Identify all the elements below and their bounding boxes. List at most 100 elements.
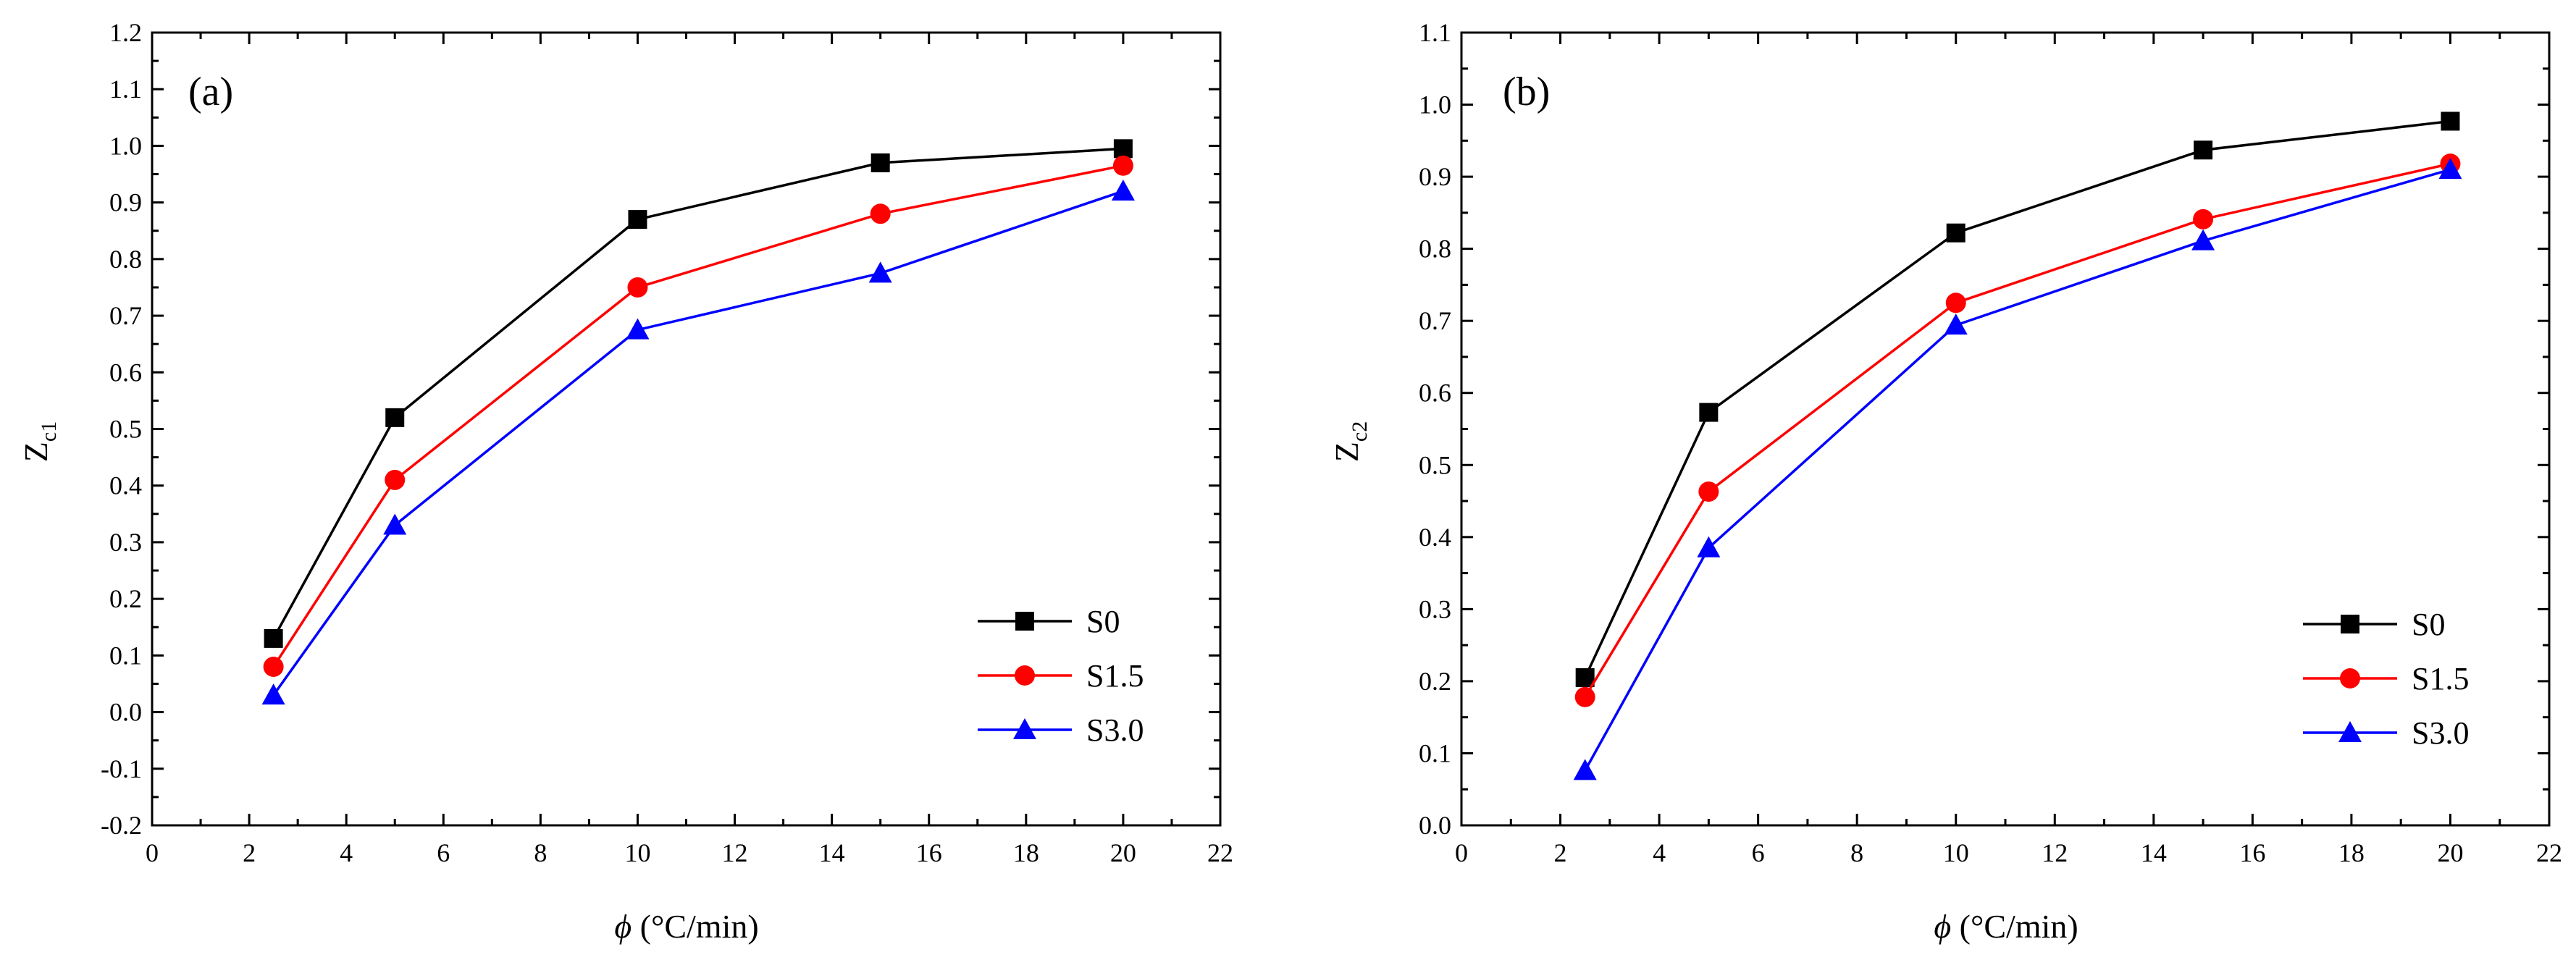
chart-b-data-point-s3-0 (1944, 313, 1968, 335)
chart-b-legend-label: S3.0 (2412, 715, 2469, 751)
chart-a-data-point-s3-0 (868, 261, 892, 283)
chart-b-y-tick-label: 0.0 (1419, 811, 1451, 840)
chart-b-data-point-s3-0 (1697, 536, 1721, 557)
chart-a-x-tick-label: 18 (1013, 838, 1039, 867)
chart-b-x-tick-label: 0 (1455, 838, 1468, 867)
chart-b-y-tick-label: 0.2 (1419, 667, 1451, 696)
chart-b-data-point-s3-0 (2191, 229, 2215, 250)
chart-b-legend-marker (2341, 615, 2359, 633)
chart-b-panel-label: (b) (1503, 70, 1550, 114)
chart-a-data-point-s3-0 (626, 318, 650, 340)
chart-a-y-tick-label: 1.0 (109, 131, 142, 160)
chart-a-y-tick-label: 0.0 (109, 698, 142, 727)
chart-b-x-axis-symbol: ϕ (1934, 908, 1951, 945)
chart-a-legend-label: S3.0 (1086, 712, 1144, 748)
chart-a-y-tick-label: 0.7 (109, 301, 142, 330)
chart-a-data-point-s1-5 (1112, 155, 1133, 176)
chart-b-legend-marker (2338, 721, 2362, 742)
chart-a-data-point-s1-5 (263, 657, 284, 677)
chart-b-data-point-s1-5 (1945, 292, 1966, 313)
chart-b: 0 2 4 6 8 10 12 14 16 18 20 22 0.0 0.1 0.2 0.3 0.4 0.5 0.6… (1328, 18, 2562, 945)
chart-a-legend-label: S1.5 (1086, 658, 1144, 694)
chart-a-y-axis-main: Z (17, 442, 54, 462)
chart-b-legend-label: S1.5 (2412, 661, 2469, 696)
chart-a-y-tick-label: 0.3 (109, 528, 142, 557)
chart-a-legend-label: S0 (1086, 604, 1120, 639)
chart-a-x-tick-label: 20 (1110, 838, 1136, 867)
chart-b-data-point-s3-0 (2438, 158, 2462, 180)
chart-a-x-tick-label: 0 (146, 838, 159, 867)
chart-a-y-tick-label: 0.2 (109, 584, 142, 613)
chart-b-data-point-s1-5 (1698, 481, 1719, 502)
chart-b-y-tick-label: 0.3 (1419, 594, 1451, 623)
chart-a-y-tick-label: -0.2 (101, 811, 142, 840)
chart-a-x-tick-label: 2 (243, 838, 256, 867)
chart-b-x-tick-label: 12 (2042, 838, 2068, 867)
chart-a-series-line-s0 (272, 147, 1124, 639)
chart-b-y-tick-label: 0.5 (1419, 450, 1451, 479)
chart-b-x-tick-label: 18 (2338, 838, 2365, 867)
chart-b-series-line-s0 (1584, 119, 2451, 678)
chart-b-plot-frame (1460, 31, 2551, 827)
chart-a-x-tick-label: 8 (534, 838, 547, 867)
chart-a-data-point-s0 (264, 628, 283, 648)
chart-a: 0 2 4 6 8 10 12 14 16 18 20 22 -0.2 -0.1 0.0 0.1 0.2 0.3 0… (17, 18, 1233, 945)
chart-b-legend-marker (2340, 668, 2360, 689)
chart-a-legend-marker (1015, 612, 1034, 631)
chart-b-x-tick-label: 2 (1554, 838, 1567, 867)
chart-b-data-point-s1-5 (2193, 209, 2214, 230)
chart-a-data-point-s3-0 (1111, 180, 1135, 201)
chart-b-y-tick-label: 0.1 (1419, 738, 1451, 767)
chart-a-y-tick-label: 1.1 (109, 75, 142, 104)
chart-a-y-tick-label: 1.2 (109, 18, 142, 47)
chart-b-x-axis-unit: (°C/min) (1951, 908, 2078, 945)
chart-a-y-tick-label: 0.8 (109, 245, 142, 274)
chart-b-x-tick-label: 10 (1943, 838, 1969, 867)
chart-b-x-tick-label: 16 (2239, 838, 2265, 867)
chart-b-x-tick-label: 22 (2536, 838, 2562, 867)
chart-a-data-point-s0 (870, 153, 890, 172)
chart-b-data-point-s1-5 (1574, 686, 1595, 707)
chart-a-data-point-s1-5 (385, 469, 406, 490)
chart-a-x-tick-label: 16 (916, 838, 942, 867)
chart-b-y-tick-label: 0.4 (1419, 523, 1451, 552)
chart-b-y-tick-label: 1.1 (1419, 18, 1451, 47)
chart-a-y-tick-label: 0.1 (109, 641, 142, 670)
chart-a-y-tick-label: 0.5 (109, 415, 142, 444)
chart-a-data-point-s0 (628, 210, 647, 230)
chart-a-x-axis-unit: (°C/min) (632, 908, 759, 945)
chart-b-data-point-s0 (1575, 668, 1595, 687)
chart-a-y-tick-label: 0.6 (109, 358, 142, 387)
chart-a-y-tick-label: -0.1 (101, 754, 142, 783)
chart-b-y-tick-label: 1.0 (1419, 90, 1451, 119)
chart-a-x-tick-label: 4 (340, 838, 353, 867)
chart-a-y-axis-title: Zc1 (17, 421, 61, 462)
chart-a-data-point-s3-0 (261, 683, 285, 705)
chart-b-x-tick-label: 6 (1752, 838, 1765, 867)
chart-a-data-point-s1-5 (627, 277, 648, 298)
chart-b-x-tick-label: 14 (2141, 838, 2167, 867)
chart-a-x-axis-title: ϕ (°C/min) (614, 908, 758, 945)
chart-a-y-axis-subscript: c1 (37, 421, 61, 442)
chart-b-data-point-s0 (1946, 223, 1965, 243)
chart-b-x-tick-label: 8 (1850, 838, 1863, 867)
chart-a-x-tick-label: 22 (1207, 838, 1233, 867)
chart-b-x-tick-label: 4 (1653, 838, 1666, 867)
chart-a-x-axis-symbol: ϕ (614, 908, 632, 945)
chart-b-y-tick-label: 0.8 (1419, 235, 1451, 264)
chart-b-y-tick-label: 0.6 (1419, 379, 1451, 408)
chart-a-series-line-s3-0 (272, 190, 1124, 696)
chart-b-y-axis-subscript: c2 (1348, 421, 1372, 442)
chart-a-x-tick-label: 14 (819, 838, 845, 867)
chart-a-x-tick-label: 10 (624, 838, 650, 867)
chart-a-x-tick-label: 6 (437, 838, 450, 867)
chart-a-x-tick-label: 12 (722, 838, 748, 867)
chart-b-x-tick-label: 20 (2437, 838, 2463, 867)
chart-b-y-tick-label: 0.9 (1419, 162, 1451, 191)
chart-b-data-point-s3-0 (1573, 759, 1597, 780)
chart-a-y-tick-label: 0.4 (109, 471, 142, 500)
chart-b-series-line-s3-0 (1584, 168, 2451, 772)
chart-b-data-point-s0 (2194, 140, 2213, 160)
chart-a-legend-marker (1015, 665, 1035, 686)
